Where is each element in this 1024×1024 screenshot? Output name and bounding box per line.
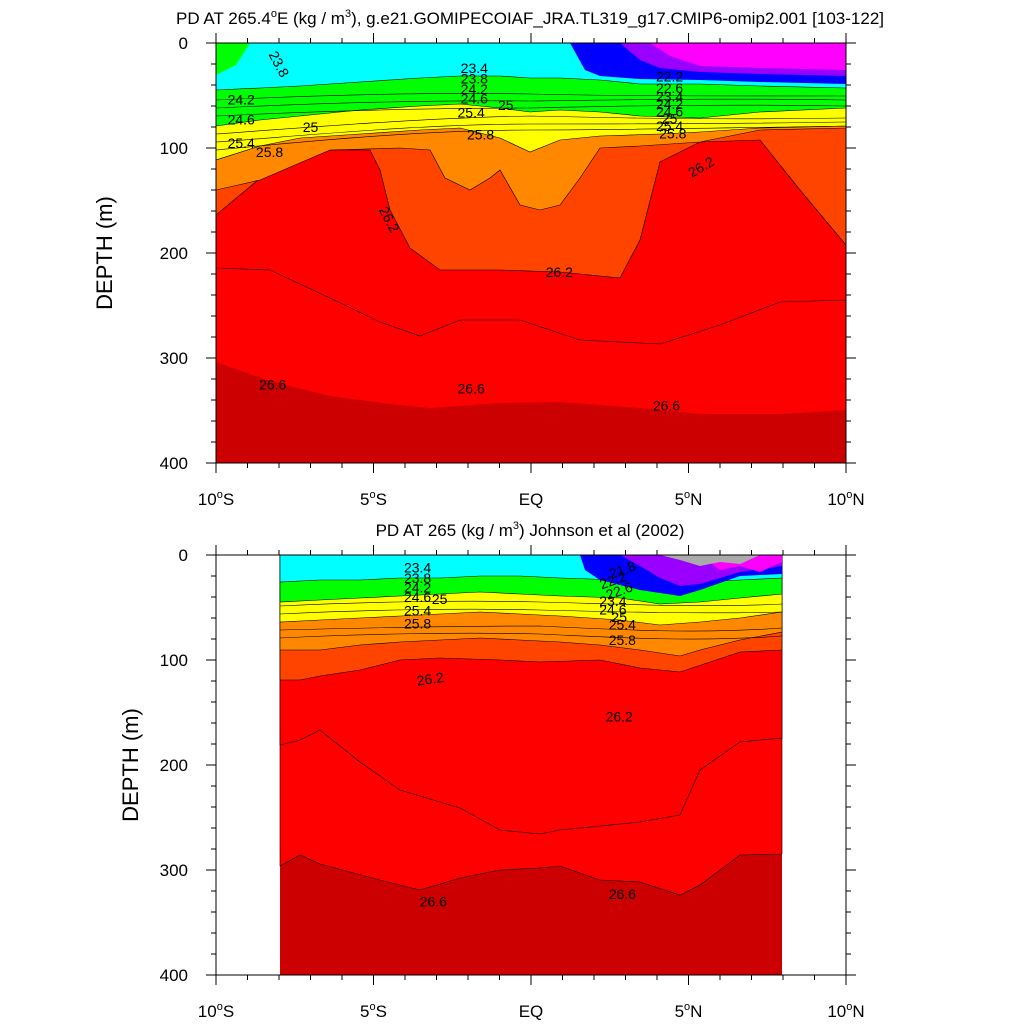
x-tick-label: 10oN bbox=[827, 1001, 864, 1021]
band-gray bbox=[660, 555, 760, 566]
contour-label: 25 bbox=[303, 119, 319, 135]
contour-label: 24.2 bbox=[228, 92, 255, 108]
y-tick-label: 100 bbox=[160, 651, 188, 670]
contour-label: 22.2 bbox=[656, 69, 683, 85]
panel-model-axes: 10oS 5oS EQ 5oN 10oN 0 100 200 300 400 bbox=[160, 33, 865, 509]
contour-label: 24.2 bbox=[404, 580, 431, 596]
panel-observed-contour-labels: 23.423.824.224.6 2525.425.821.822.222.623… bbox=[404, 557, 638, 909]
contour-label: 22.6 bbox=[656, 80, 683, 96]
y-tick-label: 200 bbox=[160, 244, 188, 263]
x-tick-label: 5oS bbox=[360, 1001, 387, 1021]
x-tick-label: 5oS bbox=[360, 489, 387, 509]
contour-label: 25 bbox=[498, 97, 514, 113]
panel-observed-title: PD AT 265 (kg / m3) Johnson et al (2002) bbox=[376, 520, 685, 540]
contour-label: 25.4 bbox=[656, 118, 683, 134]
contour-label: 26.6 bbox=[420, 894, 447, 910]
x-tick-label: 5oN bbox=[675, 489, 703, 509]
contour-label: 24.6 bbox=[599, 602, 626, 618]
contour-label: 26.6 bbox=[653, 397, 680, 413]
contour-label: 24.6 bbox=[404, 589, 431, 605]
panel-observed-fill bbox=[279, 555, 783, 975]
contour-label: 24.6 bbox=[228, 112, 255, 128]
band-green-west bbox=[216, 43, 250, 75]
contour-label: 25 bbox=[611, 609, 627, 625]
panel-observed: PD AT 265 (kg / m3) Johnson et al (2002)… bbox=[118, 520, 865, 1021]
contour-label: 26.2 bbox=[546, 264, 573, 280]
contour-label: 24.2 bbox=[656, 96, 683, 112]
panel-model: PD AT 265.4oE (kg / m3), g.e21.GOMIPECOI… bbox=[92, 8, 884, 509]
contour-label: 23.4 bbox=[599, 593, 626, 609]
contour-label: 24.6 bbox=[461, 91, 488, 107]
contour-label: 25.4 bbox=[228, 135, 255, 151]
y-tick-label: 300 bbox=[160, 861, 188, 880]
contour-label: 23.4 bbox=[656, 89, 683, 105]
contour-label: 23.4 bbox=[461, 60, 488, 76]
x-tick-label: 10oS bbox=[198, 1001, 234, 1021]
contour-lines bbox=[216, 93, 846, 151]
y-tick-label: 100 bbox=[160, 139, 188, 158]
contour-label: 26.2 bbox=[416, 669, 445, 689]
y-tick-label: 200 bbox=[160, 756, 188, 775]
y-tick-label: 0 bbox=[179, 546, 188, 565]
contour-label: 26.2 bbox=[606, 709, 633, 725]
panel-observed-ylabel: DEPTH (m) bbox=[118, 708, 143, 822]
contour-label: 25.8 bbox=[659, 125, 686, 141]
contour-label: 26.6 bbox=[609, 886, 636, 902]
panel-observed-axes: 10oS 5oS EQ 5oN 10oN 0 100 200 300 400 bbox=[160, 545, 865, 1021]
x-tick-label: 10oN bbox=[827, 489, 864, 509]
contour-label: 26.6 bbox=[458, 380, 485, 396]
contour-label: 25.8 bbox=[404, 615, 431, 631]
contour-label: 25 bbox=[662, 111, 678, 127]
contour-label: 25.8 bbox=[609, 632, 636, 648]
contour-label: 25.4 bbox=[458, 104, 485, 120]
contour-label: 23.4 bbox=[404, 560, 431, 576]
contour-label: 25.4 bbox=[404, 603, 431, 619]
y-tick-label: 0 bbox=[179, 34, 188, 53]
panel-model-ylabel: DEPTH (m) bbox=[92, 196, 117, 310]
contour-label: 25.4 bbox=[609, 616, 636, 632]
contour-label: 24.6 bbox=[656, 103, 683, 119]
y-tick-label: 400 bbox=[160, 454, 188, 473]
contour-label: 25.8 bbox=[467, 126, 494, 142]
x-tick-label: 10oS bbox=[198, 489, 234, 509]
y-tick-label: 400 bbox=[160, 966, 188, 985]
contour-label: 25 bbox=[432, 591, 448, 607]
contour-label: 25.8 bbox=[256, 144, 283, 160]
panel-model-title: PD AT 265.4oE (kg / m3), g.e21.GOMIPECOI… bbox=[176, 8, 884, 28]
x-tick-label: EQ bbox=[519, 490, 544, 509]
y-tick-label: 300 bbox=[160, 349, 188, 368]
contour-label: 24.2 bbox=[461, 81, 488, 97]
contour-label: 23.8 bbox=[404, 570, 431, 586]
band-22.2 bbox=[650, 43, 846, 70]
x-tick-label: 5oN bbox=[675, 1001, 703, 1021]
contour-lines bbox=[279, 600, 783, 640]
panel-model-fill bbox=[216, 43, 846, 463]
contour-label: 26.6 bbox=[259, 376, 286, 392]
x-tick-label: EQ bbox=[519, 1002, 544, 1021]
contour-label: 23.8 bbox=[461, 71, 488, 87]
